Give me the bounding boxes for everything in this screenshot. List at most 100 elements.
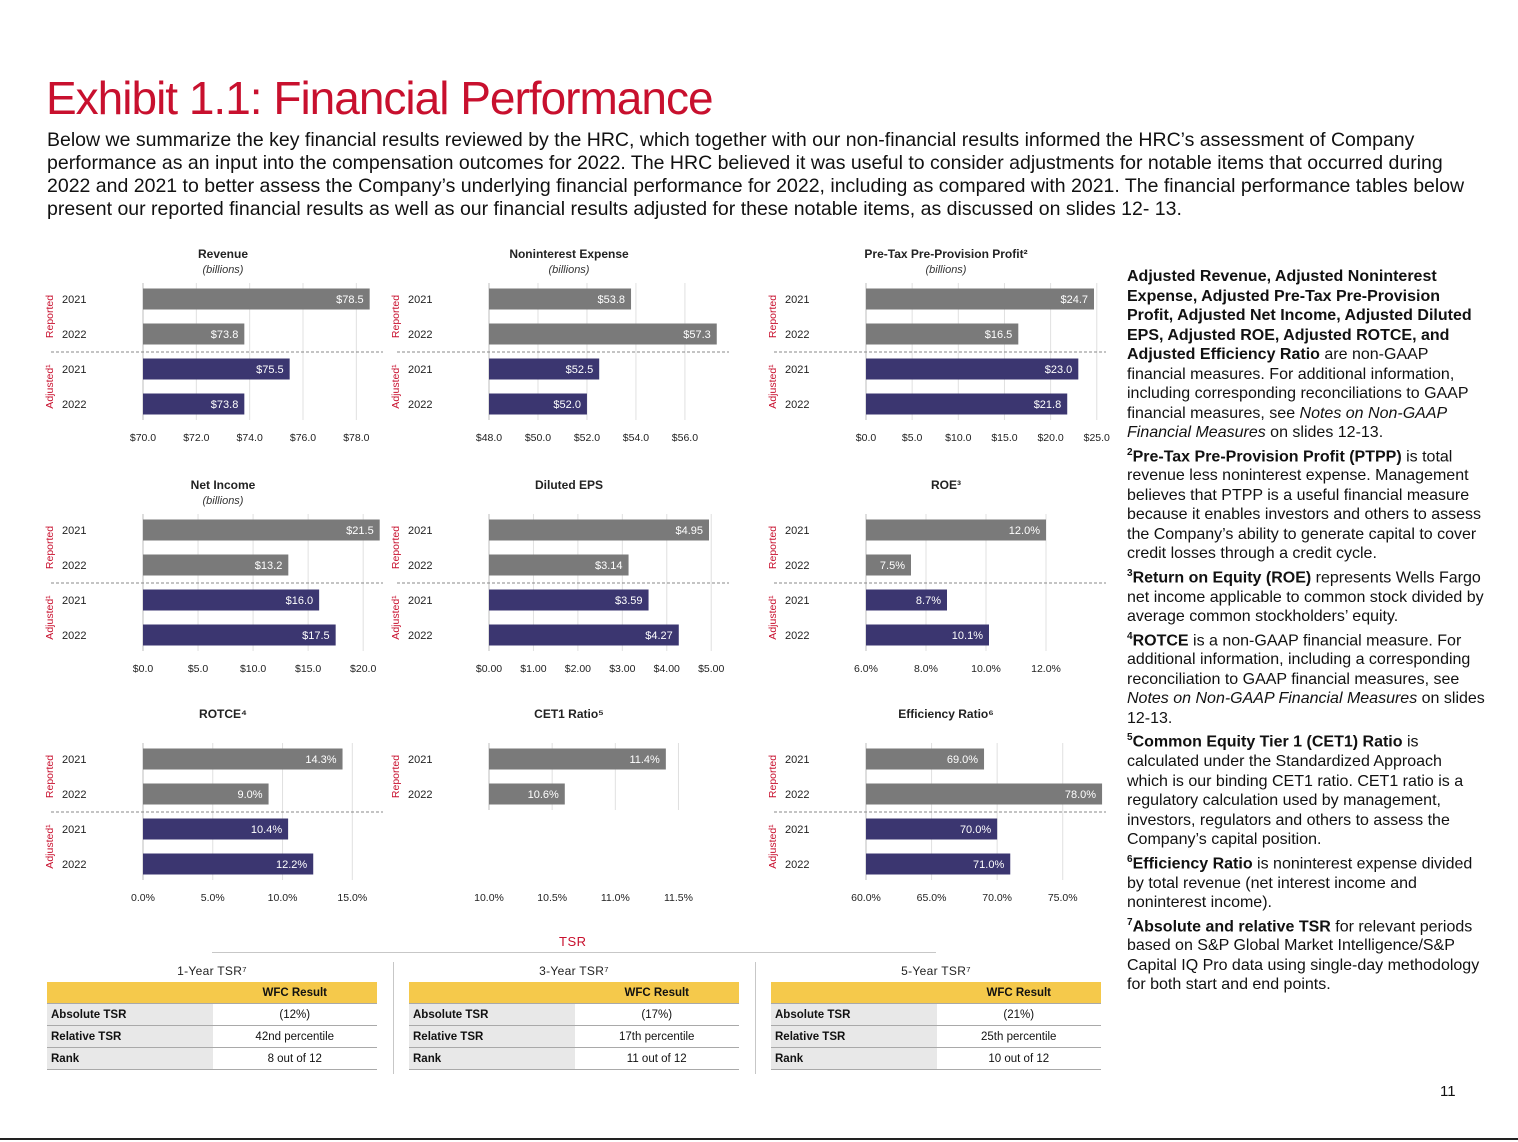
tsr-period-label: 5-Year TSR⁷ xyxy=(901,964,971,978)
year-label: 2022 xyxy=(62,789,86,801)
data-label: 12.0% xyxy=(1009,525,1040,537)
chart-title: ROTCE⁴ xyxy=(199,707,247,721)
tick-label: $54.0 xyxy=(623,432,649,444)
chart-subtitle: (billions) xyxy=(926,264,967,276)
bar xyxy=(143,554,289,576)
year-label: 2022 xyxy=(62,399,86,411)
relative-tsr-value: 42nd percentile xyxy=(212,1025,377,1048)
bar xyxy=(143,519,380,541)
bar xyxy=(143,393,245,415)
data-label: $17.5 xyxy=(302,630,330,642)
tick-label: 60.0% xyxy=(851,892,881,904)
tick-label: $70.0 xyxy=(130,432,156,444)
data-label: 14.3% xyxy=(305,754,336,766)
year-label: 2021 xyxy=(62,595,86,607)
tick-label: 12.0% xyxy=(1031,663,1061,675)
tick-label: 75.0% xyxy=(1048,892,1078,904)
year-label: 2021 xyxy=(408,595,432,607)
tsr-3-year: 3-Year TSR⁷ WFC Result Absolute TSR (17%)… xyxy=(409,960,739,1070)
bar xyxy=(866,589,947,611)
tick-label: $0.00 xyxy=(476,663,502,675)
group-label: Reported xyxy=(390,295,402,338)
page-number: 11 xyxy=(1440,1083,1456,1100)
group-label: Reported xyxy=(767,295,779,338)
year-label: 2021 xyxy=(62,364,86,376)
bar xyxy=(143,748,343,770)
year-label: 2022 xyxy=(785,399,809,411)
bar xyxy=(866,519,1046,541)
bar xyxy=(143,624,336,646)
data-label: 10.1% xyxy=(952,630,983,642)
footnote-5: 5Common Equity Tier 1 (CET1) Ratio is ca… xyxy=(1127,732,1464,849)
footnote-7: 7Absolute and relative TSR for relevant … xyxy=(1127,916,1480,994)
year-label: 2021 xyxy=(62,754,86,766)
chart-title: Net Income xyxy=(191,478,256,492)
tick-label: 11.5% xyxy=(664,892,693,904)
year-label: 2021 xyxy=(408,525,432,537)
year-label: 2021 xyxy=(408,754,432,766)
year-label: 2022 xyxy=(785,859,809,871)
chart-subtitle: (billions) xyxy=(203,264,244,276)
year-label: 2021 xyxy=(785,824,809,836)
rank-value: 11 out of 12 xyxy=(574,1047,739,1070)
bar xyxy=(489,288,632,310)
bar xyxy=(489,323,717,345)
chart-title: CET1 Ratio⁵ xyxy=(534,707,604,721)
tick-label: $48.0 xyxy=(476,432,502,444)
tick-label: $15.0 xyxy=(295,663,321,675)
chart-title: Revenue xyxy=(198,247,248,261)
bar xyxy=(489,748,666,770)
tick-label: 5.0% xyxy=(201,892,225,904)
year-label: 2021 xyxy=(785,525,809,537)
bar xyxy=(143,589,320,611)
tick-label: 6.0% xyxy=(854,663,878,675)
bottom-rule xyxy=(0,1138,1518,1140)
data-label: 11.4% xyxy=(629,754,660,766)
tick-label: $74.0 xyxy=(237,432,263,444)
tick-label: $10.0 xyxy=(240,663,266,675)
tick-label: $20.0 xyxy=(1037,432,1063,444)
data-label: 10.4% xyxy=(251,824,282,836)
data-label: $3.59 xyxy=(615,595,643,607)
data-label: $78.5 xyxy=(336,294,364,306)
bar xyxy=(489,624,679,646)
group-label: Reported xyxy=(390,526,402,569)
year-label: 2021 xyxy=(785,754,809,766)
bar xyxy=(866,358,1079,380)
year-label: 2022 xyxy=(62,630,86,642)
tick-label: 11.0% xyxy=(601,892,630,904)
group-label: Adjusted¹ xyxy=(44,364,56,409)
relative-tsr-value: 25th percentile xyxy=(936,1025,1101,1048)
year-label: 2021 xyxy=(785,595,809,607)
tick-label: $52.0 xyxy=(574,432,600,444)
bar xyxy=(143,783,269,805)
year-label: 2021 xyxy=(408,364,432,376)
year-label: 2021 xyxy=(408,294,432,306)
tick-label: $5.0 xyxy=(902,432,923,444)
footnote-1: Adjusted Revenue, Adjusted Noninterest E… xyxy=(1127,268,1472,441)
tick-label: 8.0% xyxy=(914,663,938,675)
row-label: Rank xyxy=(409,1047,575,1070)
year-label: 2021 xyxy=(785,294,809,306)
data-label: $3.14 xyxy=(595,560,623,572)
bar xyxy=(866,818,998,840)
data-label: $52.0 xyxy=(553,399,581,411)
absolute-tsr-value: (21%) xyxy=(936,1003,1101,1026)
group-label: Reported xyxy=(44,295,56,338)
tsr-1-year: 1-Year TSR⁷ WFC Result Absolute TSR (12%)… xyxy=(47,960,377,1070)
data-label: 69.0% xyxy=(947,754,978,766)
data-label: 7.5% xyxy=(880,560,905,572)
year-label: 2022 xyxy=(62,859,86,871)
chart-title: Diluted EPS xyxy=(535,478,603,492)
group-label: Reported xyxy=(767,526,779,569)
year-label: 2022 xyxy=(62,329,86,341)
group-label: Adjusted¹ xyxy=(767,824,779,869)
tsr-divider xyxy=(755,962,756,1074)
tick-label: 15.0% xyxy=(337,892,367,904)
data-label: $57.3 xyxy=(683,329,711,341)
year-label: 2021 xyxy=(62,824,86,836)
data-label: $13.2 xyxy=(255,560,283,572)
data-label: $4.27 xyxy=(645,630,673,642)
tsr-5-year: 5-Year TSR⁷ WFC Result Absolute TSR (21%)… xyxy=(771,960,1101,1070)
chart-title: Noninterest Expense xyxy=(509,247,629,261)
